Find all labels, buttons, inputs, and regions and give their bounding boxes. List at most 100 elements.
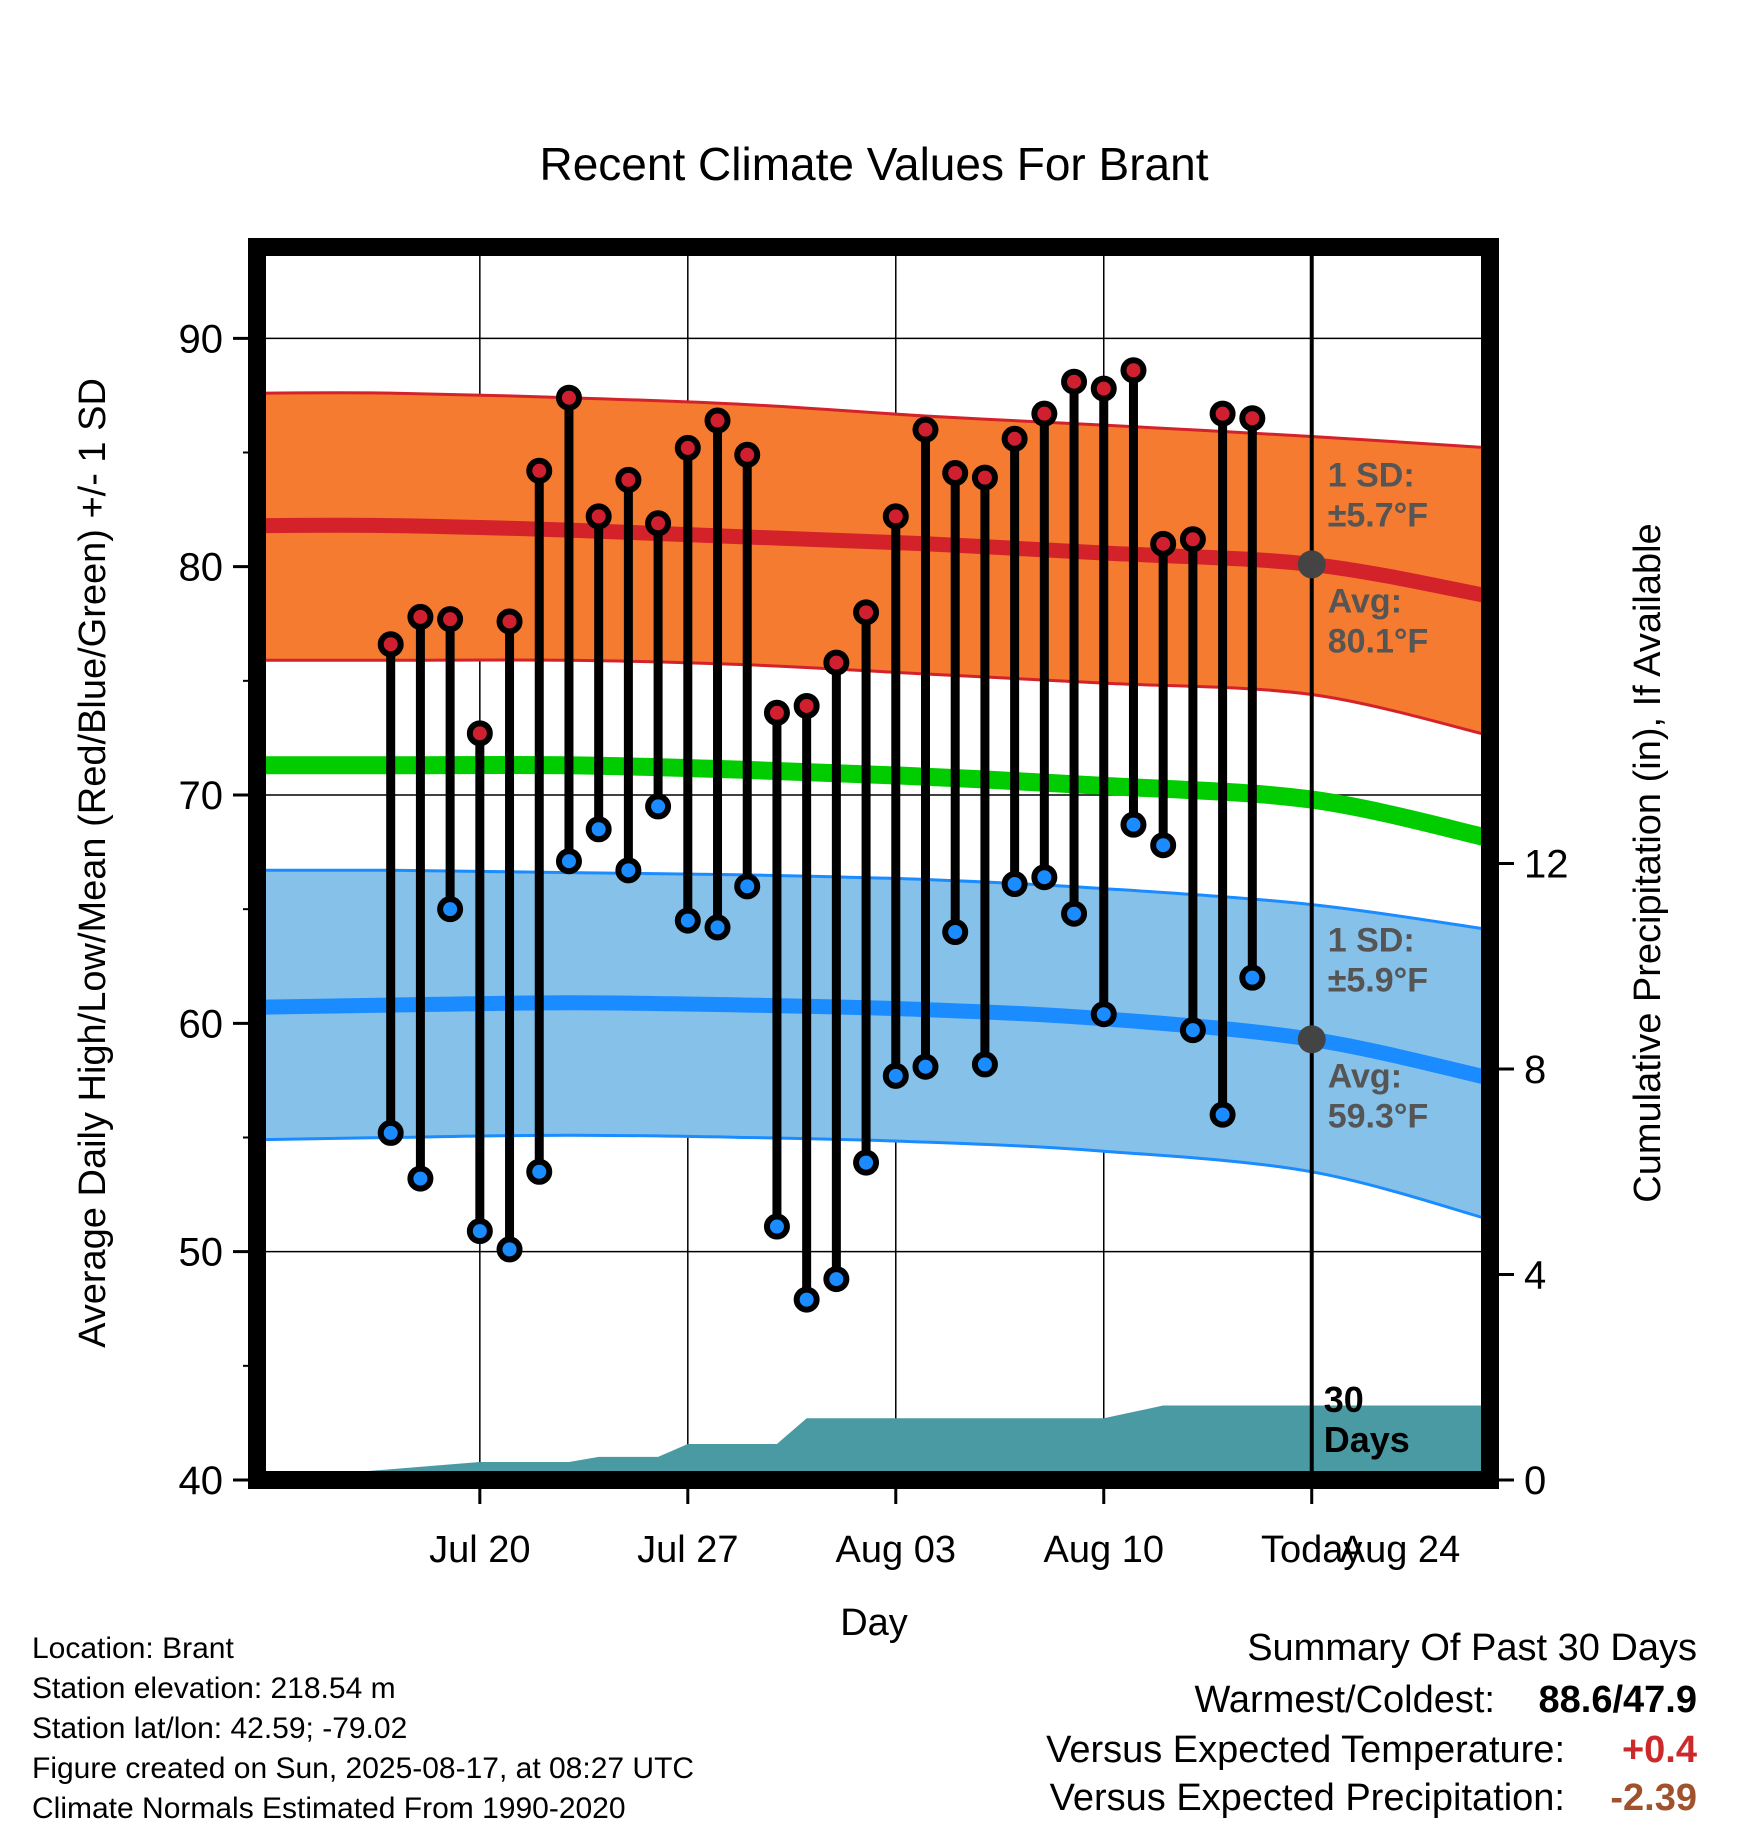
- high-marker: [971, 464, 998, 491]
- y2-tick-label: 4: [1524, 1254, 1546, 1298]
- high-marker: [555, 384, 582, 411]
- high-marker: [1150, 530, 1177, 557]
- low-marker: [823, 1266, 850, 1293]
- low-marker: [853, 1149, 880, 1176]
- low-marker: [615, 857, 642, 884]
- high-marker: [823, 649, 850, 676]
- low-marker: [407, 1165, 434, 1192]
- high-marker: [1061, 368, 1088, 395]
- high-marker: [793, 692, 820, 719]
- precip-area: [257, 1405, 1490, 1480]
- low-sd-label: 1 SD:: [1328, 922, 1415, 960]
- x-axis-label: Day: [840, 1602, 908, 1644]
- high-normal-line: [257, 517, 1490, 604]
- high-marker: [377, 631, 404, 658]
- today-low-normal-dot: [1297, 1025, 1326, 1054]
- high-marker: [912, 416, 939, 443]
- low-marker: [1239, 964, 1266, 991]
- y-tick-label: 50: [179, 1231, 224, 1275]
- low-marker: [437, 896, 464, 923]
- y2-tick-label: 8: [1524, 1048, 1546, 1092]
- summary-title: Summary Of Past 30 Days: [1247, 1627, 1697, 1669]
- x-tick-label: Today: [1261, 1529, 1362, 1571]
- low-avg-label: Avg:: [1328, 1057, 1402, 1095]
- high-marker: [763, 699, 790, 726]
- low-marker: [496, 1236, 523, 1263]
- x-tick-label: Aug 10: [1044, 1529, 1164, 1571]
- low-marker: [1150, 832, 1177, 859]
- high-avg-value: 80.1°F: [1328, 622, 1429, 660]
- high-sd-value: ±5.7°F: [1328, 497, 1428, 535]
- low-marker: [734, 873, 761, 900]
- y-tick-label: 40: [179, 1459, 224, 1503]
- low-marker: [1120, 811, 1147, 838]
- high-marker: [1120, 357, 1147, 384]
- x-tick-label: Jul 27: [637, 1529, 738, 1571]
- y-tick-label: 90: [179, 317, 224, 361]
- high-marker: [853, 599, 880, 626]
- footer-latlon: Station lat/lon: 42.59; -79.02: [32, 1712, 407, 1745]
- observations: [377, 357, 1266, 1313]
- high-marker: [1090, 375, 1117, 402]
- summary-temp-label: Versus Expected Temperature:: [1046, 1729, 1565, 1771]
- high-sd-upper-line: [257, 391, 1490, 450]
- y-tick-label: 70: [179, 774, 224, 818]
- y-axis-label: Average Daily High/Low/Mean (Red/Blue/Gr…: [72, 378, 114, 1348]
- high-marker: [734, 441, 761, 468]
- summary-temp-value: +0.4: [1622, 1729, 1697, 1771]
- y2-tick-label: 12: [1524, 843, 1569, 887]
- high-marker: [585, 503, 612, 530]
- footer-created: Figure created on Sun, 2025-08-17, at 08…: [32, 1752, 694, 1785]
- x-tick-label: Jul 20: [429, 1529, 530, 1571]
- high-marker: [437, 606, 464, 633]
- high-sd-label: 1 SD:: [1328, 457, 1415, 495]
- mean-normal-line: [257, 755, 1490, 848]
- summary-warm-cold-value: 88.6/47.9: [1539, 1679, 1697, 1721]
- footer-info: Location: Brant Station elevation: 218.5…: [32, 1632, 694, 1825]
- high-marker: [942, 460, 969, 487]
- low-marker: [1061, 900, 1088, 927]
- low-marker: [555, 848, 582, 875]
- low-marker: [942, 919, 969, 945]
- low-marker: [1031, 864, 1058, 891]
- low-marker: [704, 914, 731, 941]
- low-marker: [377, 1119, 404, 1146]
- low-marker: [763, 1213, 790, 1240]
- low-marker: [1179, 1017, 1206, 1044]
- summary-box: Summary Of Past 30 Days Warmest/Coldest:…: [1046, 1627, 1697, 1819]
- high-marker: [882, 503, 909, 530]
- low-marker: [882, 1062, 909, 1089]
- footer-location: Location: Brant: [32, 1632, 234, 1665]
- today-days-label: Days: [1324, 1419, 1410, 1460]
- axes: 40 50 60 70 80 90 0 4 8 12 Jul 20 Jul 27 Aug 03 Aug 1…: [179, 317, 1569, 1571]
- y2-tick-label: 0: [1524, 1459, 1546, 1503]
- summary-precip-value: -2.39: [1610, 1777, 1697, 1819]
- high-marker: [704, 407, 731, 434]
- low-avg-value: 59.3°F: [1328, 1097, 1429, 1135]
- footer-normals: Climate Normals Estimated From 1990-2020: [32, 1792, 626, 1825]
- footer-elevation: Station elevation: 218.54 m: [32, 1672, 396, 1705]
- high-marker: [1209, 400, 1236, 427]
- y-tick-label: 60: [179, 1002, 224, 1046]
- low-normal-line: [257, 995, 1490, 1086]
- chart-title: Recent Climate Values For Brant: [540, 138, 1209, 190]
- low-sd-upper-line: [257, 868, 1490, 932]
- x-tick-label: Aug 03: [836, 1529, 956, 1571]
- y2-axis-label: Cumulative Precipitation (in), If Availa…: [1627, 523, 1669, 1202]
- low-marker: [971, 1051, 998, 1078]
- high-marker: [645, 510, 672, 537]
- low-marker: [466, 1218, 493, 1245]
- low-marker: [1209, 1101, 1236, 1128]
- high-marker: [1001, 425, 1028, 452]
- today-days-count: 30: [1324, 1379, 1364, 1420]
- high-marker: [615, 466, 642, 493]
- low-marker: [674, 907, 701, 934]
- high-marker: [1179, 526, 1206, 553]
- high-marker: [496, 608, 523, 635]
- low-sd-value: ±5.9°F: [1328, 962, 1428, 1000]
- low-marker: [585, 816, 612, 843]
- low-marker: [912, 1053, 939, 1080]
